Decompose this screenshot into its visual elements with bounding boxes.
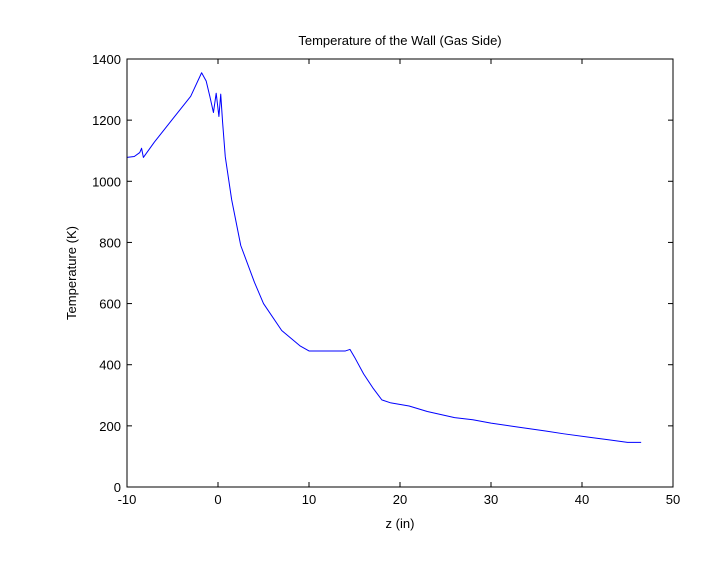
x-tick-label: 40 bbox=[575, 492, 589, 507]
series-layer bbox=[126, 72, 642, 443]
x-tick-label: -10 bbox=[118, 492, 137, 507]
axes-box bbox=[126, 58, 674, 488]
y-tick-label: 800 bbox=[99, 235, 121, 250]
y-tick-label: 0 bbox=[114, 480, 121, 495]
x-tick-label: 10 bbox=[302, 492, 316, 507]
x-tick-label: 0 bbox=[214, 492, 221, 507]
y-tick-label: 1000 bbox=[92, 174, 121, 189]
y-tick-label: 600 bbox=[99, 297, 121, 312]
y-tick-label: 200 bbox=[99, 419, 121, 434]
chart-title: Temperature of the Wall (Gas Side) bbox=[298, 33, 501, 48]
series-line-0 bbox=[126, 72, 642, 443]
y-tick-label: 1400 bbox=[92, 52, 121, 67]
y-tick-label: 1200 bbox=[92, 113, 121, 128]
x-tick-label: 20 bbox=[393, 492, 407, 507]
x-tick-label: 30 bbox=[484, 492, 498, 507]
x-tick-label: 50 bbox=[666, 492, 680, 507]
x-axis-label: z (in) bbox=[386, 516, 415, 531]
y-tick-label: 400 bbox=[99, 358, 121, 373]
y-axis-label: Temperature (K) bbox=[64, 226, 79, 320]
